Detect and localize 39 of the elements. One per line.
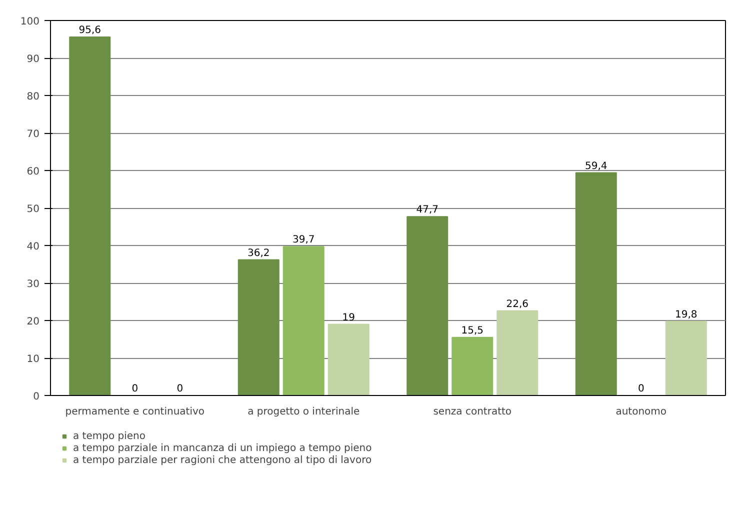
data-label: 0 [132,384,138,394]
bar [575,172,617,396]
data-label: 47,7 [416,204,439,216]
bar [406,216,448,396]
data-label: 19 [342,312,355,324]
data-label: 59,4 [584,160,608,172]
legend-label: a tempo parziale in mancanza di un impiego a tempo pieno [73,442,372,454]
bar [665,320,707,396]
data-label: 36,2 [247,248,270,259]
data-label: 0 [638,384,644,394]
x-tick-label: autonomo [616,406,667,418]
bar [328,324,370,396]
data-label: 0 [176,384,184,394]
data-label: 95,6 [78,25,102,36]
legend-label: a tempo pieno [73,430,146,442]
y-tick-label: 100 [20,16,40,28]
y-tick-label: 30 [26,279,40,290]
legend-label: a tempo parziale per ragioni che attengono al tipo di lavoro [73,454,372,466]
bar [452,336,494,396]
y-tick-label: 20 [26,316,40,328]
data-label: 15,5 [461,325,484,336]
x-tick-label: a progetto o interinale [248,406,360,418]
y-tick-label: 80 [26,92,40,102]
y-tick-label: 0 [33,392,40,402]
y-tick-label: 70 [26,129,40,140]
bar [238,259,280,396]
x-tick-label: senza contratto [433,406,512,418]
data-label: 39,7 [292,234,315,246]
y-tick-label: 90 [26,54,40,65]
data-label: 22,6 [506,298,529,310]
y-tick-label: 40 [26,242,40,252]
y-tick-label: 10 [26,354,40,365]
y-tick-label: 60 [26,166,40,178]
bar [282,246,324,396]
bar [69,36,111,396]
y-tick-label: 50 [26,204,40,215]
bar [496,310,538,396]
data-label: 19,8 [674,309,698,320]
x-tick-label: permamente e continuativo [65,406,205,418]
